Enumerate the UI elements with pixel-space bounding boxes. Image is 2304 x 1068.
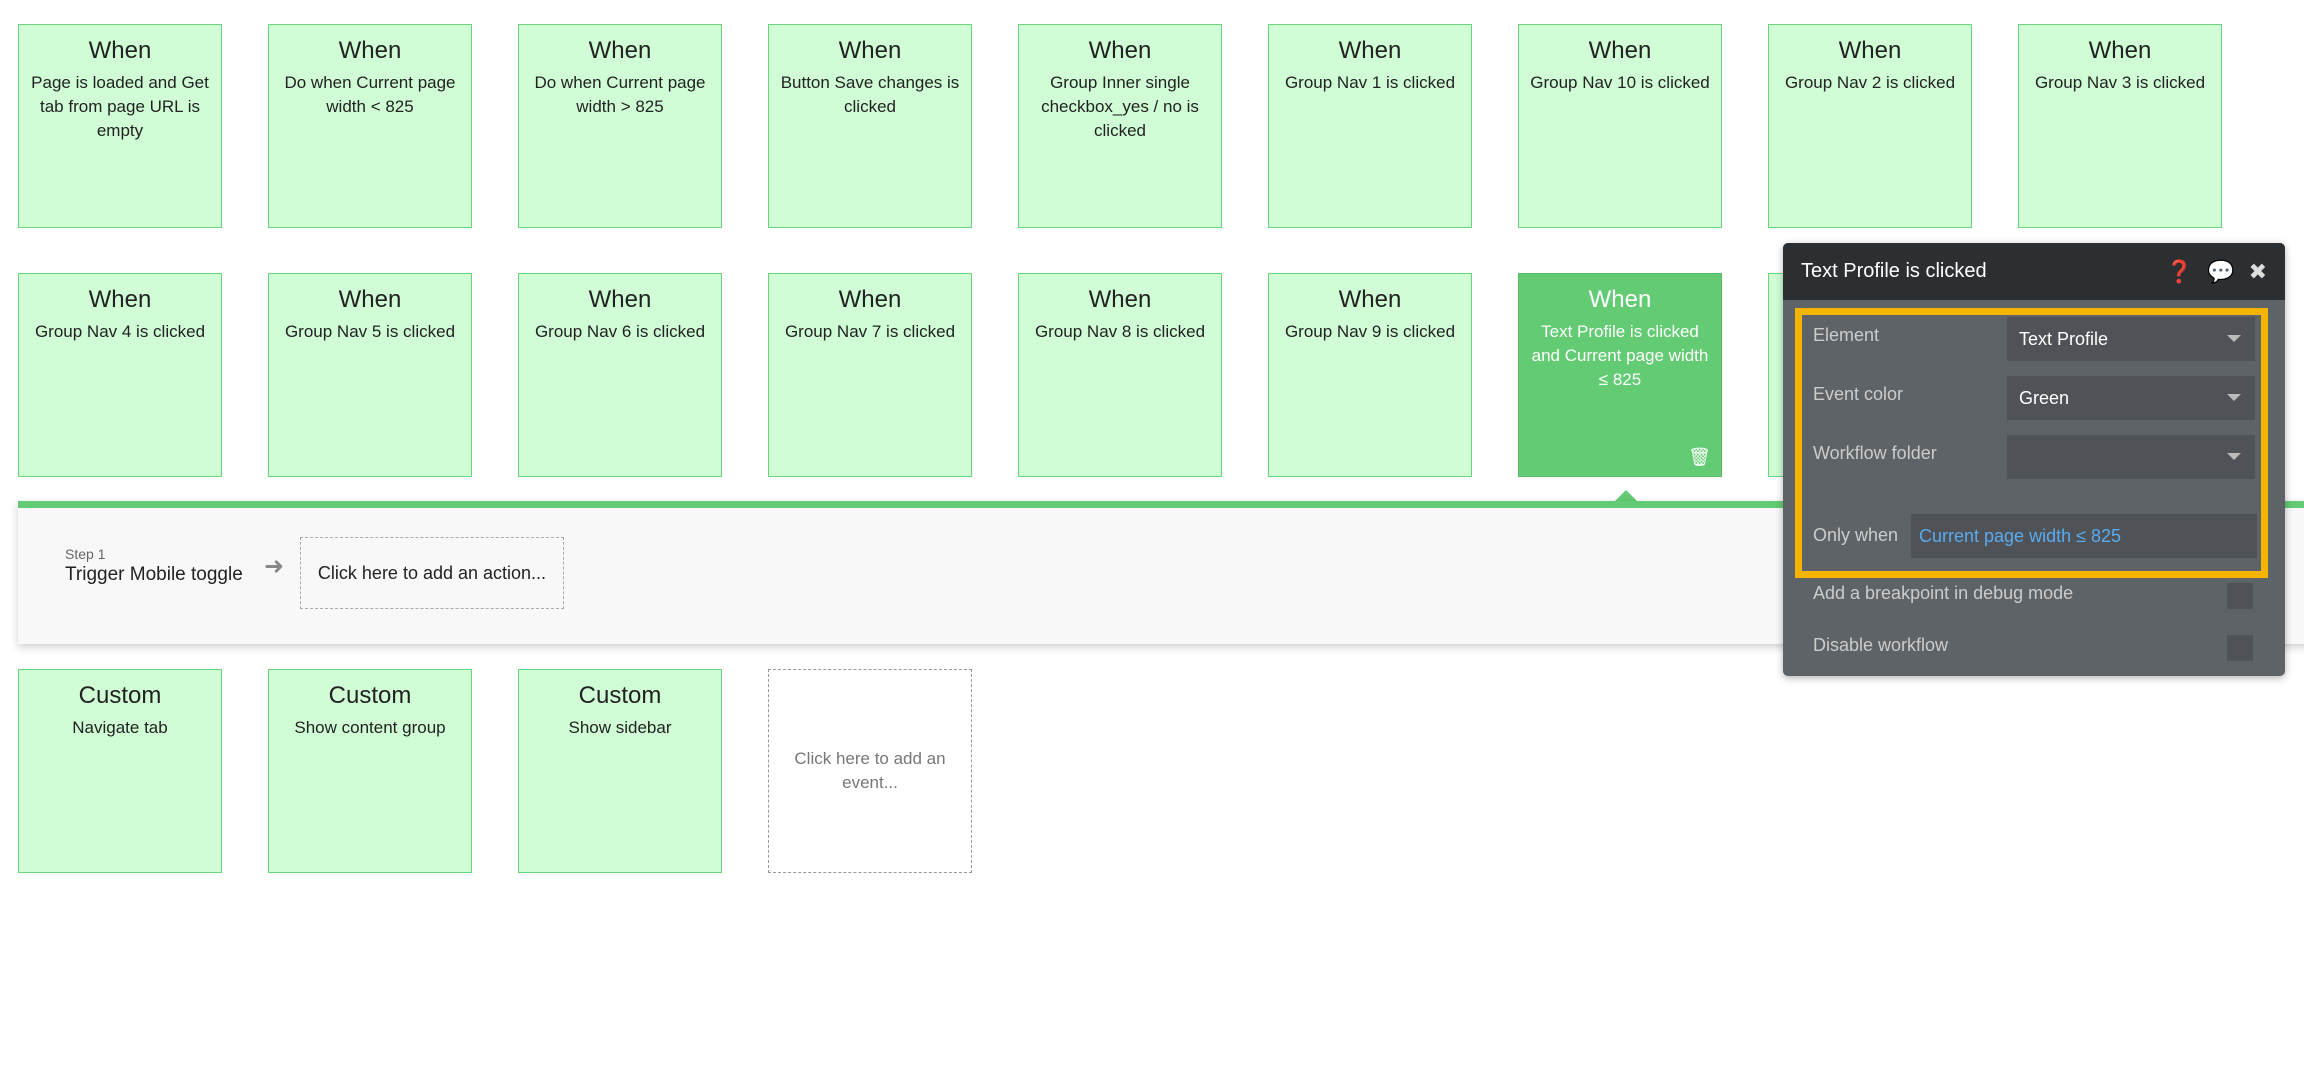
event-description: Page is loaded and Get tab from page URL… [31,73,209,140]
event-type: When [1588,286,1652,313]
event-description: Group Nav 4 is clicked [34,322,206,341]
event-type: When [88,286,152,313]
event-type: When [588,37,652,64]
event-description: Show content group [294,718,446,737]
chevron-down-icon [2227,394,2241,401]
event-type: When [2088,37,2152,64]
disable-workflow-checkbox[interactable] [2227,635,2253,661]
event-description: Show sidebar [568,718,672,737]
event-type: When [1588,37,1652,64]
event-card[interactable]: Custom Show sidebar [518,669,722,873]
event-color-value: Green [2019,387,2070,408]
only-when-condition[interactable]: Current page width ≤ 825 [1911,514,2257,558]
arrow-right-icon: ➜ [264,553,285,580]
comment-icon[interactable]: 💬 [2207,258,2235,284]
event-description: Group Nav 8 is clicked [1034,322,1206,341]
help-icon[interactable]: ❓ [2165,258,2194,284]
event-description: Do when Current page width < 825 [284,73,456,116]
event-type: When [1838,37,1902,64]
event-card[interactable]: When Group Nav 8 is clicked [1018,273,1222,477]
event-description: Group Nav 3 is clicked [2034,73,2206,92]
event-type: When [1338,37,1402,64]
event-color-label: Event color [1813,384,1904,404]
event-type: Custom [578,682,662,709]
event-description: Navigate tab [72,718,168,737]
event-card[interactable]: When Group Inner single checkbox_yes / no… [1018,24,1222,228]
event-description: Group Nav 10 is clicked [1530,73,1710,92]
event-card[interactable]: When Do when Current page width > 825 [518,24,722,228]
event-card[interactable]: When Page is loaded and Get tab from page… [18,24,222,228]
add-event-button[interactable]: Click here to add an event... [768,669,972,873]
event-type: When [1088,37,1152,64]
event-description: Group Nav 1 is clicked [1284,73,1456,92]
close-icon[interactable]: ✖ [2248,258,2267,284]
trash-icon[interactable]: 🗑 [1688,447,1711,467]
step-1[interactable]: Step 1 Trigger Mobile toggle [65,546,243,586]
event-card[interactable]: Custom Show content group [268,669,472,873]
event-type: When [838,286,902,313]
step-number: Step 1 [65,546,106,562]
breakpoint-label: Add a breakpoint in debug mode [1813,583,2074,603]
event-type: When [338,286,402,313]
workflow-folder-dropdown[interactable] [2007,435,2255,479]
only-when-label: Only when [1813,525,1899,545]
event-card[interactable]: When Group Nav 2 is clicked [1768,24,1972,228]
event-description: Group Nav 2 is clicked [1784,73,1956,92]
event-type: Custom [78,682,162,709]
event-card[interactable]: When Button Save changes is clicked [768,24,972,228]
event-type: When [88,37,152,64]
event-description: Group Nav 9 is clicked [1284,322,1456,341]
workflow-folder-label: Workflow folder [1813,443,1937,463]
event-card[interactable]: When Text Profile is clicked and Current … [1518,273,1722,477]
event-description: Group Nav 5 is clicked [284,322,456,341]
event-description: Group Nav 7 is clicked [784,322,956,341]
event-card[interactable]: When Group Nav 3 is clicked [2018,24,2222,228]
event-type: When [838,37,902,64]
event-card[interactable]: When Group Nav 10 is clicked [1518,24,1722,228]
event-card[interactable]: When Do when Current page width < 825 [268,24,472,228]
event-card[interactable]: When Group Nav 9 is clicked [1268,273,1472,477]
event-card[interactable]: When Group Nav 5 is clicked [268,273,472,477]
breakpoint-checkbox[interactable] [2227,583,2253,609]
event-type: Custom [328,682,412,709]
element-label: Element [1813,325,1880,345]
chevron-down-icon [2227,453,2241,460]
element-value: Text Profile [2019,328,2109,349]
event-card[interactable]: When Group Nav 1 is clicked [1268,24,1472,228]
event-card[interactable]: When Group Nav 7 is clicked [768,273,972,477]
event-description: Do when Current page width > 825 [534,73,706,116]
panel-title: Text Profile is clicked [1801,260,1987,282]
event-type: When [588,286,652,313]
event-description: Group Inner single checkbox_yes / no is … [1041,73,1199,140]
chevron-down-icon [2227,335,2241,342]
event-description: Text Profile is clicked and Current page… [1531,322,1709,389]
event-type: When [338,37,402,64]
highlight-box [1795,308,2268,578]
event-description: Button Save changes is clicked [780,73,960,116]
event-properties-panel: Text Profile is clicked ❓ 💬 ✖ Element Te… [1783,243,2285,676]
event-card[interactable]: When Group Nav 6 is clicked [518,273,722,477]
element-dropdown[interactable]: Text Profile [2007,317,2255,361]
event-type: When [1338,286,1402,313]
step-action: Trigger Mobile toggle [65,564,243,585]
selected-event-pointer [1615,490,1637,501]
add-action-button[interactable]: Click here to add an action... [300,537,564,609]
disable-workflow-label: Disable workflow [1813,635,1949,655]
event-description: Group Nav 6 is clicked [534,322,706,341]
event-card[interactable]: Custom Navigate tab [18,669,222,873]
event-card[interactable]: When Group Nav 4 is clicked [18,273,222,477]
event-color-dropdown[interactable]: Green [2007,376,2255,420]
event-type: When [1088,286,1152,313]
